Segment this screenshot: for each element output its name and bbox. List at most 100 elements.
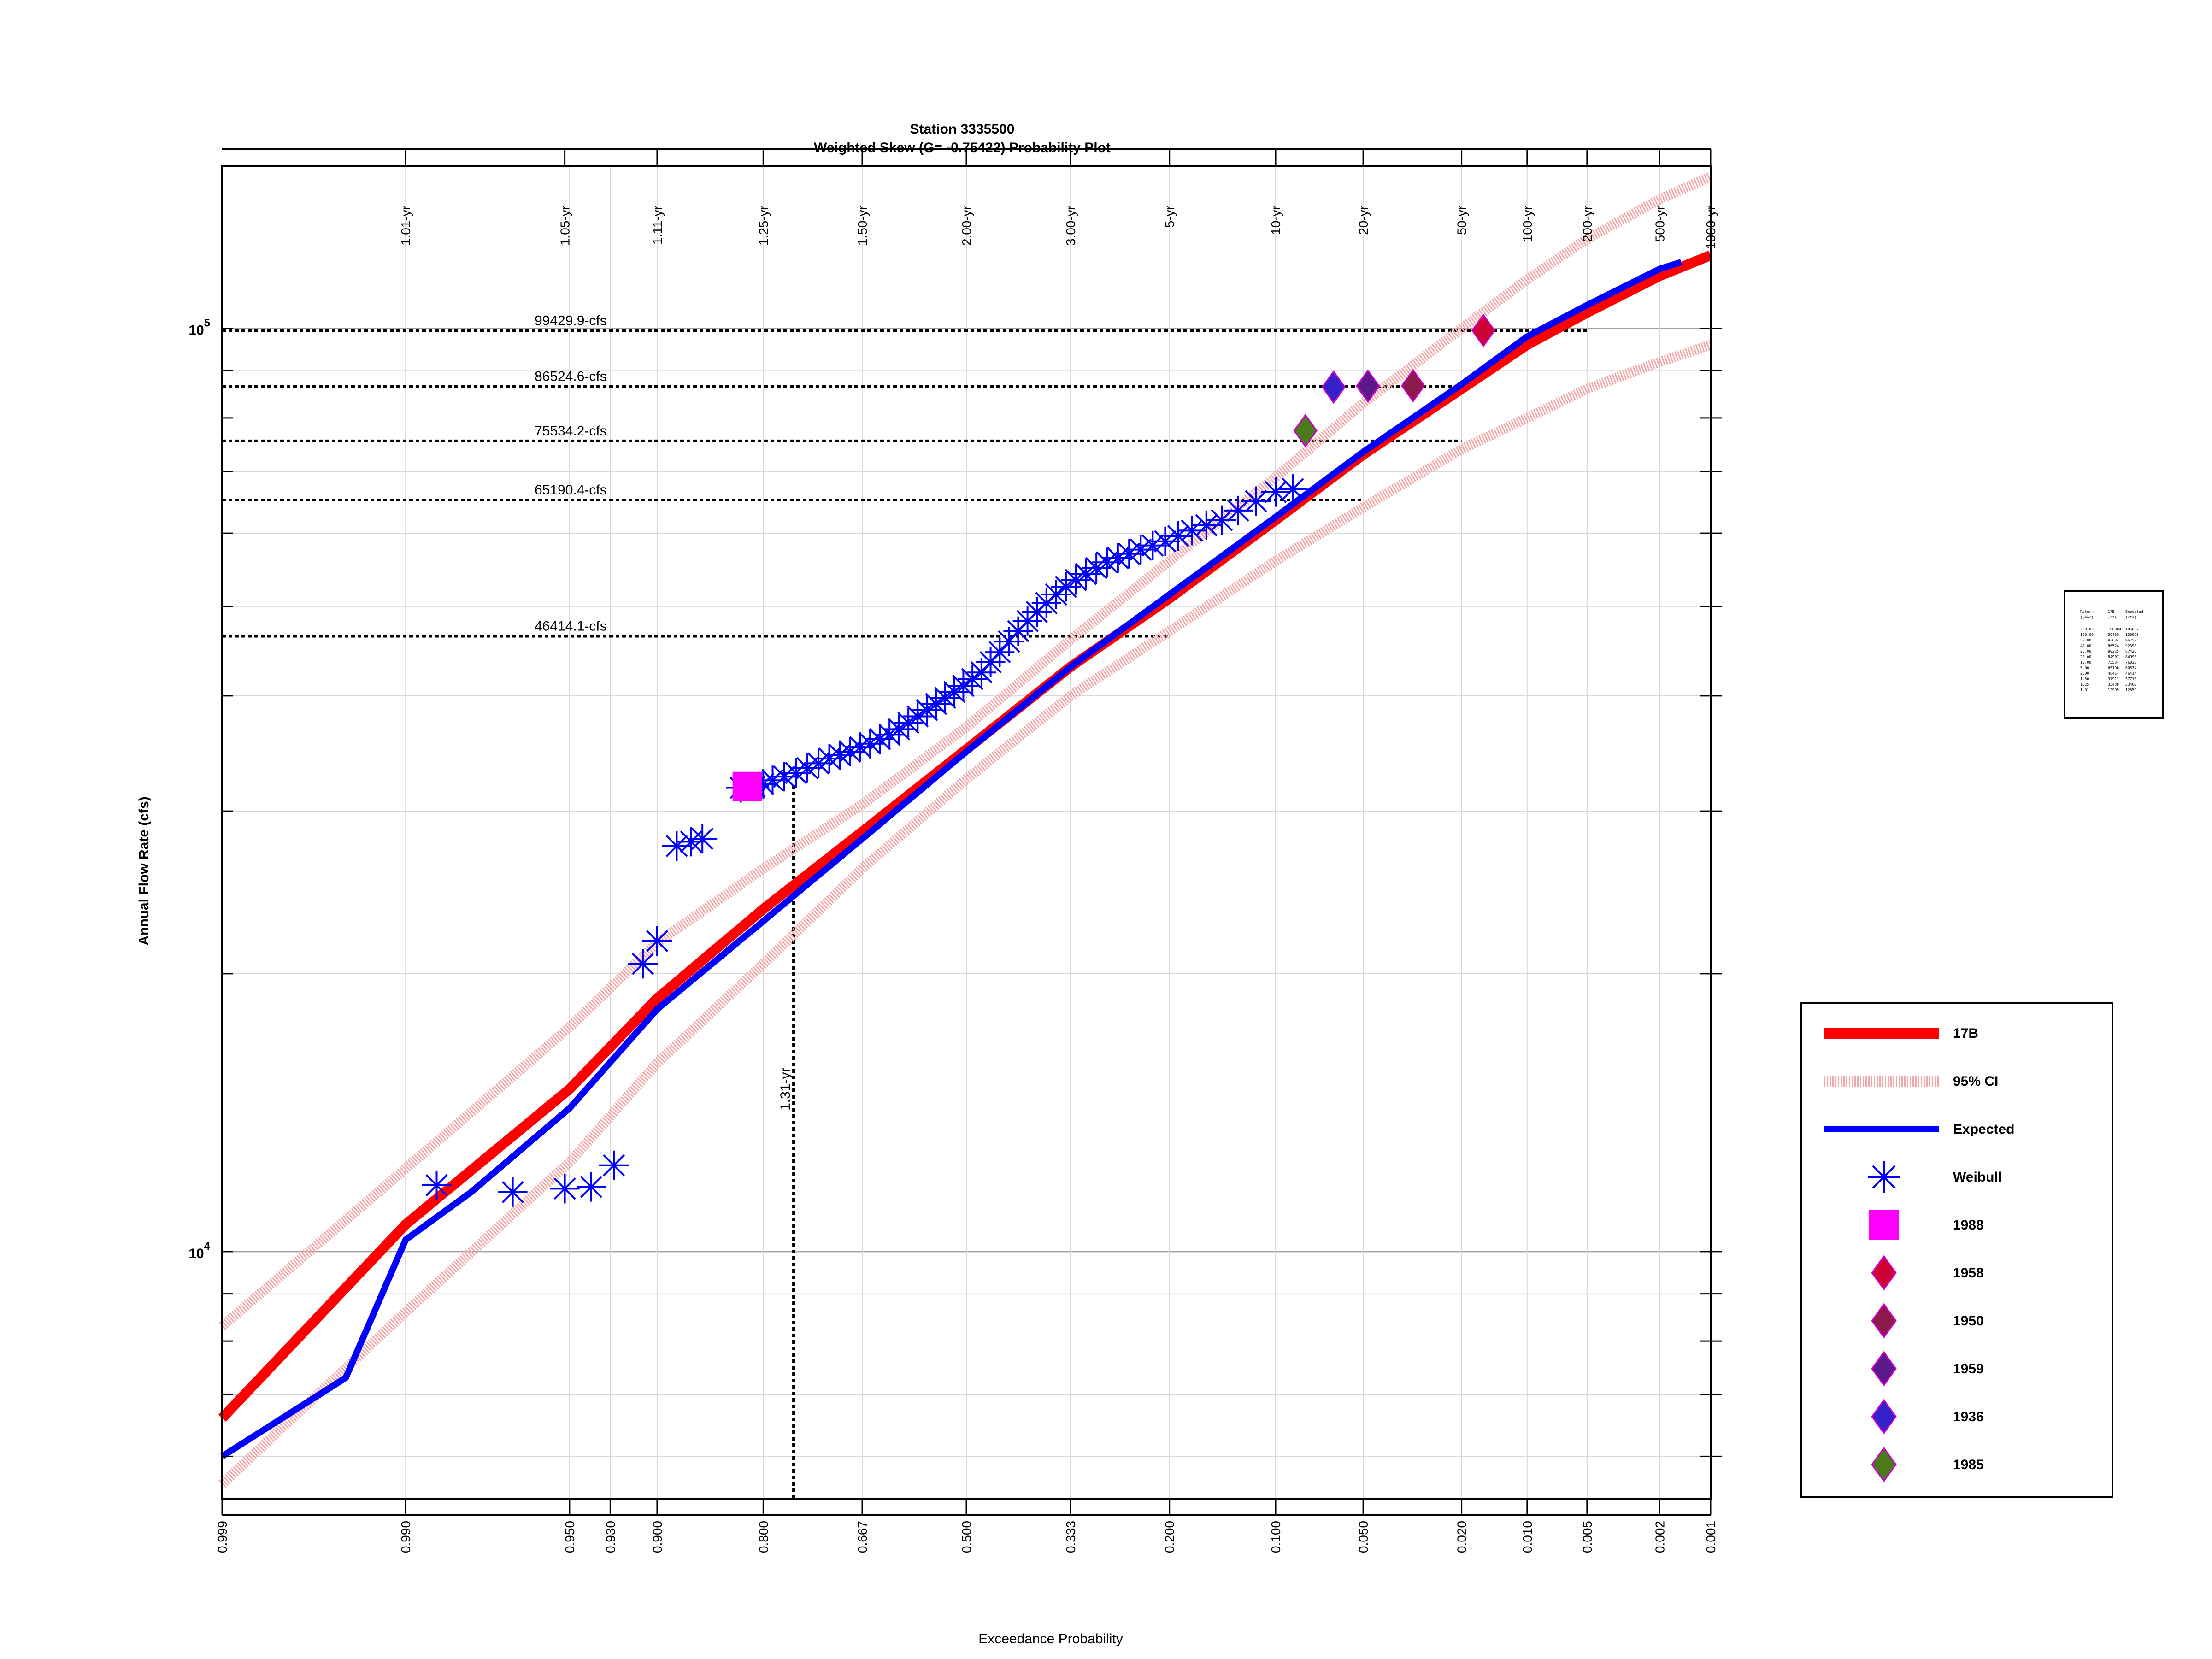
legend-swatch (1871, 1351, 1897, 1387)
chart-title: Station 3335500 (910, 122, 1015, 137)
table-cell: 96757 (2125, 638, 2136, 642)
return-period-label: 100-yr (1520, 206, 1535, 242)
axes: 0.999 0.990 0.950 0.930 0.900 0.800 0.667 0.500… (188, 148, 1722, 1553)
table-cell: 106804 (2108, 627, 2121, 631)
return-period-label: 3.00-yr (1064, 206, 1078, 246)
legend-swatch (1871, 1447, 1897, 1483)
table-cell: 12995 (2108, 688, 2119, 692)
point-1958 (1471, 313, 1496, 347)
x-tick-label: 0.667 (855, 1521, 870, 1553)
table-header: Return (2080, 610, 2094, 614)
x-tick-label: 0.333 (1064, 1521, 1078, 1553)
x-tick-label: 0.800 (756, 1521, 771, 1553)
y-tick-label: 105 (188, 317, 210, 338)
x-tick-label: 0.950 (563, 1521, 577, 1553)
weibull-point (930, 683, 960, 713)
table-cell: 2.00 (2080, 671, 2089, 676)
point-1950 (1401, 369, 1425, 403)
table-cell: 76033 (2125, 660, 2136, 665)
weibull-point (1138, 530, 1168, 560)
legend-label: Weibull (1953, 1170, 2002, 1185)
table-cell: 86524 (2108, 644, 2119, 648)
weibull-point (939, 677, 969, 707)
x-tick-label: 0.001 (1704, 1521, 1718, 1553)
x-tick-label: 0.930 (603, 1521, 618, 1553)
table-header: (cfs) (2108, 615, 2119, 619)
weibull-point (599, 1150, 629, 1180)
table-cell: 10.00 (2080, 660, 2091, 665)
weibull-point (1191, 510, 1221, 540)
legend-swatch (1868, 1161, 1900, 1193)
legend-label: 1985 (1953, 1457, 1984, 1472)
weibull-point (1126, 535, 1156, 565)
table-cell: 75534 (2108, 660, 2119, 665)
chart-subtitle: Weighted Skew (G= -0.75422) Probability … (814, 140, 1111, 155)
x-tick-label: 0.200 (1163, 1521, 1177, 1553)
x-tick-label: 0.990 (399, 1521, 413, 1553)
weibull-point (781, 758, 811, 788)
x-tick-label: 0.020 (1455, 1521, 1469, 1553)
table-cell: 1.25 (2080, 682, 2089, 687)
table-cell: 92390 (2125, 644, 2136, 648)
table-header: (year) (2080, 615, 2094, 619)
table-cell: 1.01 (2080, 688, 2089, 692)
x-tick-label: 0.010 (1520, 1521, 1535, 1553)
legend-label: 1959 (1953, 1361, 1984, 1377)
reference-label: 99429.9-cfs (535, 313, 607, 329)
weibull-point (948, 671, 978, 701)
point-1959 (1356, 369, 1380, 403)
return-period-label: 5-yr (1163, 206, 1177, 228)
weibull-point (1223, 495, 1253, 525)
table-cell: 100.00 (2080, 633, 2094, 637)
weibull-point (894, 708, 924, 738)
x-tick-label: 0.999 (215, 1521, 229, 1553)
x-tick-label: 0.005 (1580, 1521, 1594, 1553)
legend-label: 1936 (1953, 1409, 1984, 1424)
point-1936 (1321, 370, 1346, 404)
weibull-point (1163, 521, 1193, 551)
weibull-point (769, 762, 799, 792)
weibull-point (1278, 474, 1308, 504)
return-period-label: 1.11-yr (650, 206, 665, 245)
legend: 17B 95% CI Expected Weibull 1988 1958 1950 1959… (1800, 1002, 2113, 1498)
reference-lines: 99429.9-cfs 86524.6-cfs 75534.2-cfs 65190.4… (222, 313, 1587, 1499)
weibull-point (1103, 543, 1133, 573)
x-tick-label: 0.100 (1269, 1521, 1283, 1553)
legend-swatch (1871, 1303, 1897, 1339)
return-period-label: 1.50-yr (855, 206, 870, 246)
point-1988 (732, 771, 762, 801)
table-cell: 25.00 (2080, 649, 2091, 653)
legend-swatch (1869, 1210, 1899, 1240)
weibull-point (676, 827, 706, 857)
table-box (2064, 590, 2164, 719)
table-cell: 100925 (2125, 633, 2139, 637)
table-cell: 50.00 (2080, 638, 2091, 642)
return-period-label: 500-yr (1653, 206, 1667, 242)
weibull-point (1150, 526, 1180, 556)
return-period-label: 50-yr (1455, 206, 1469, 235)
table-cell: 37713 (2125, 677, 2136, 681)
weibull-point (912, 695, 942, 725)
y-tick-label: 104 (188, 1240, 210, 1261)
weibull-point (884, 714, 914, 744)
return-period-table: Return 17B Expected (year) (cfs) (cfs) 200.00 1… (2064, 590, 2164, 719)
table-cell: 84993 (2125, 655, 2136, 659)
x-tick-label: 0.002 (1653, 1521, 1667, 1553)
y-axis-label: Annual Flow Rate (cfs) (136, 796, 152, 945)
series-expected-line (220, 259, 1683, 1459)
return-period-label: 2.00-yr (959, 206, 974, 246)
series-layer (218, 172, 1713, 1488)
table-cell: 1.50 (2080, 677, 2089, 681)
table-cell: 35438 (2108, 682, 2119, 687)
table-cell: 200.00 (2080, 627, 2094, 631)
legend-label: 1958 (1953, 1265, 1984, 1281)
reference-label: 46414.1-cfs (535, 619, 607, 634)
return-period-label: 1.01-yr (399, 206, 413, 246)
weibull-point (1114, 539, 1144, 569)
vertical-reference-label: 1.31-yr (778, 1068, 793, 1111)
x-tick-label: 0.050 (1356, 1521, 1371, 1553)
legend-swatch (1871, 1255, 1897, 1291)
weibull-point (550, 1174, 580, 1204)
table-cell: 93634 (2108, 638, 2119, 642)
